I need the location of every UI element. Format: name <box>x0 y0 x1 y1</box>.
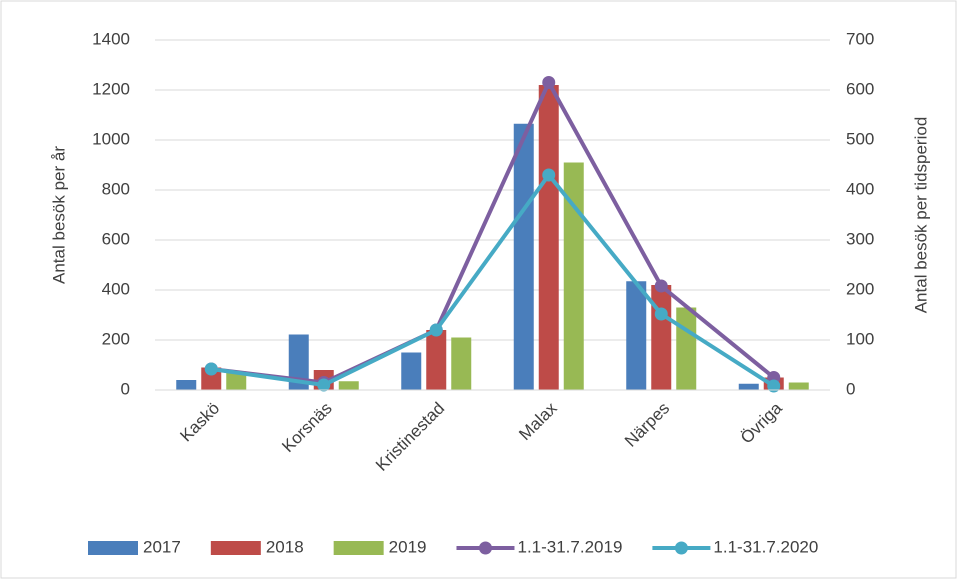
line <box>210 173 775 388</box>
y-tick-label: 400 <box>102 279 130 298</box>
legend-swatch <box>210 541 261 555</box>
y2-tick-label: 400 <box>846 179 874 198</box>
bar <box>401 352 422 390</box>
y2-axis-title: Antal besök per tidsperiod <box>911 117 930 314</box>
bar <box>451 337 472 390</box>
legend-swatch <box>674 541 688 555</box>
y-tick-label: 800 <box>102 179 130 198</box>
legend-swatch <box>478 541 492 555</box>
bar <box>513 123 534 390</box>
bar <box>563 162 584 390</box>
y-tick-label: 200 <box>102 329 130 348</box>
bar <box>226 371 247 390</box>
y2-tick-label: 500 <box>846 129 874 148</box>
bar <box>651 285 672 390</box>
line-point <box>317 378 331 392</box>
line-point <box>204 362 218 376</box>
bar <box>788 382 809 390</box>
bar <box>738 383 759 390</box>
legend-label: 2017 <box>143 537 181 556</box>
y2-tick-label: 100 <box>846 329 874 348</box>
y-tick-label: 1400 <box>92 29 130 48</box>
y-tick-label: 0 <box>121 379 130 398</box>
bar <box>288 334 309 390</box>
bar <box>338 381 359 390</box>
line <box>211 80 776 385</box>
y-tick-label: 600 <box>102 229 130 248</box>
line-point <box>429 323 443 337</box>
bar <box>426 330 447 390</box>
legend-label: 1.1-31.7.2019 <box>517 537 622 556</box>
line-point <box>767 379 781 393</box>
y-axis-title: Antal besök per år <box>49 146 68 284</box>
y-tick-label: 1000 <box>92 129 130 148</box>
line-point <box>654 307 668 321</box>
y-tick-label: 1200 <box>92 79 130 98</box>
y2-tick-label: 700 <box>846 29 874 48</box>
legend-label: 1.1-31.7.2020 <box>713 537 818 556</box>
y2-tick-label: 200 <box>846 279 874 298</box>
line-point <box>654 279 668 293</box>
y2-tick-label: 600 <box>846 79 874 98</box>
bar <box>176 380 197 390</box>
line-point <box>542 76 556 89</box>
bar <box>676 307 697 390</box>
y2-tick-label: 0 <box>846 379 855 398</box>
bar <box>538 85 559 390</box>
legend-label: 2018 <box>266 537 304 556</box>
legend-swatch <box>333 541 384 555</box>
legend-label: 2019 <box>389 537 427 556</box>
legend-swatch <box>88 541 138 555</box>
line-point <box>542 168 556 182</box>
bar <box>626 281 647 390</box>
y2-tick-label: 300 <box>846 229 874 248</box>
